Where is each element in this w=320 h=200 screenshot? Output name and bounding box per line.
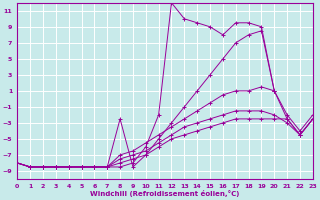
- X-axis label: Windchill (Refroidissement éolien,°C): Windchill (Refroidissement éolien,°C): [90, 190, 240, 197]
